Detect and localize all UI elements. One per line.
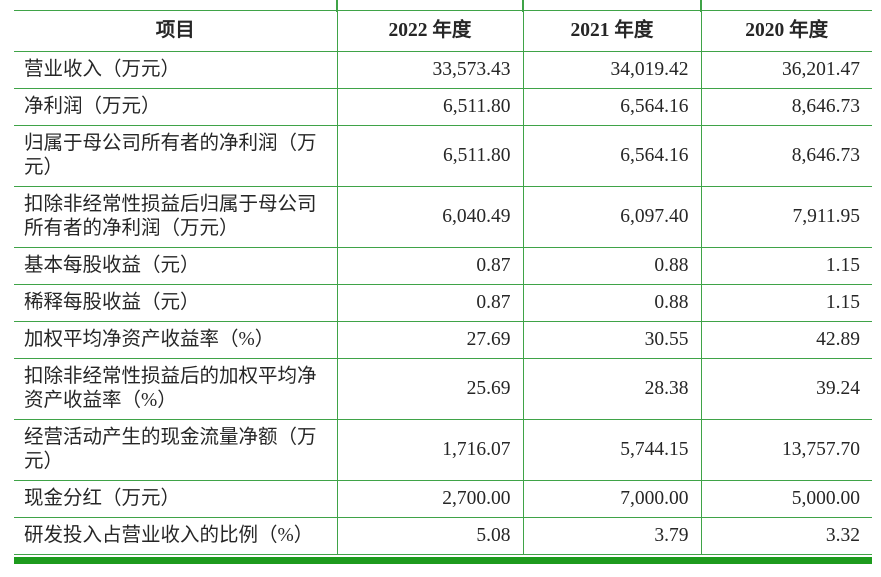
table-row: 研发投入占营业收入的比例（%） 5.08 3.79 3.32 — [14, 517, 872, 555]
cell-value: 7,000.00 — [522, 480, 702, 518]
table-row: 现金分红（万元） 2,700.00 7,000.00 5,000.00 — [14, 480, 872, 518]
cell-value: 0.88 — [522, 284, 702, 322]
financial-summary-table-wrap: 项目 2022 年度 2021 年度 2020 年度 营业收入（万元） 33,5… — [14, 10, 872, 564]
row-label: 归属于母公司所有者的净利润（万元） — [14, 125, 338, 187]
cell-value: 7,911.95 — [700, 186, 872, 248]
table-row: 扣除非经常性损益后归属于母公司所有者的净利润（万元） 6,040.49 6,09… — [14, 186, 872, 248]
column-divider-stub — [700, 0, 702, 12]
table-row: 归属于母公司所有者的净利润（万元） 6,511.80 6,564.16 8,64… — [14, 125, 872, 187]
cell-value: 1,716.07 — [336, 419, 524, 481]
cell-value: 6,040.49 — [336, 186, 524, 248]
table-row: 经营活动产生的现金流量净额（万元） 1,716.07 5,744.15 13,7… — [14, 419, 872, 481]
table-row: 营业收入（万元） 33,573.43 34,019.42 36,201.47 — [14, 51, 872, 89]
row-label: 稀释每股收益（元） — [14, 284, 338, 322]
cell-value: 1.15 — [700, 284, 872, 322]
cell-value: 13,757.70 — [700, 419, 872, 481]
row-label: 净利润（万元） — [14, 88, 338, 126]
cell-value: 39.24 — [700, 358, 872, 420]
cell-value: 6,511.80 — [336, 125, 524, 187]
table-row: 加权平均净资产收益率（%） 27.69 30.55 42.89 — [14, 321, 872, 359]
cell-value: 0.87 — [336, 284, 524, 322]
cell-value: 34,019.42 — [522, 51, 702, 89]
column-divider-stub — [336, 0, 338, 12]
cell-value: 42.89 — [700, 321, 872, 359]
cell-value: 1.15 — [700, 247, 872, 285]
column-header-2021: 2021 年度 — [522, 10, 702, 52]
table-bottom-rule — [14, 557, 872, 564]
cell-value: 8,646.73 — [700, 125, 872, 187]
table-row: 稀释每股收益（元） 0.87 0.88 1.15 — [14, 284, 872, 322]
cell-value: 33,573.43 — [336, 51, 524, 89]
cell-value: 5.08 — [336, 517, 524, 555]
column-header-2022: 2022 年度 — [336, 10, 524, 52]
cell-value: 5,000.00 — [700, 480, 872, 518]
cell-value: 6,511.80 — [336, 88, 524, 126]
table-row: 净利润（万元） 6,511.80 6,564.16 8,646.73 — [14, 88, 872, 126]
cell-value: 6,564.16 — [522, 125, 702, 187]
cell-value: 36,201.47 — [700, 51, 872, 89]
row-label: 现金分红（万元） — [14, 480, 338, 518]
cell-value: 3.32 — [700, 517, 872, 555]
table-row: 基本每股收益（元） 0.87 0.88 1.15 — [14, 247, 872, 285]
cell-value: 0.87 — [336, 247, 524, 285]
cell-value: 3.79 — [522, 517, 702, 555]
header-row: 项目 2022 年度 2021 年度 2020 年度 — [14, 10, 872, 52]
column-header-2020: 2020 年度 — [700, 10, 872, 52]
table-row: 扣除非经常性损益后的加权平均净资产收益率（%） 25.69 28.38 39.2… — [14, 358, 872, 420]
row-label: 扣除非经常性损益后归属于母公司所有者的净利润（万元） — [14, 186, 338, 248]
cell-value: 30.55 — [522, 321, 702, 359]
row-label: 营业收入（万元） — [14, 51, 338, 89]
cell-value: 8,646.73 — [700, 88, 872, 126]
cell-value: 25.69 — [336, 358, 524, 420]
row-label: 基本每股收益（元） — [14, 247, 338, 285]
cell-value: 2,700.00 — [336, 480, 524, 518]
cell-value: 0.88 — [522, 247, 702, 285]
row-label: 加权平均净资产收益率（%） — [14, 321, 338, 359]
column-divider-stub — [522, 0, 524, 12]
cell-value: 27.69 — [336, 321, 524, 359]
column-header-item: 项目 — [14, 10, 338, 52]
cell-value: 6,097.40 — [522, 186, 702, 248]
cell-value: 6,564.16 — [522, 88, 702, 126]
financial-summary-table: 项目 2022 年度 2021 年度 2020 年度 营业收入（万元） 33,5… — [14, 10, 872, 555]
row-label: 研发投入占营业收入的比例（%） — [14, 517, 338, 555]
row-label: 经营活动产生的现金流量净额（万元） — [14, 419, 338, 481]
row-label: 扣除非经常性损益后的加权平均净资产收益率（%） — [14, 358, 338, 420]
cell-value: 5,744.15 — [522, 419, 702, 481]
cell-value: 28.38 — [522, 358, 702, 420]
